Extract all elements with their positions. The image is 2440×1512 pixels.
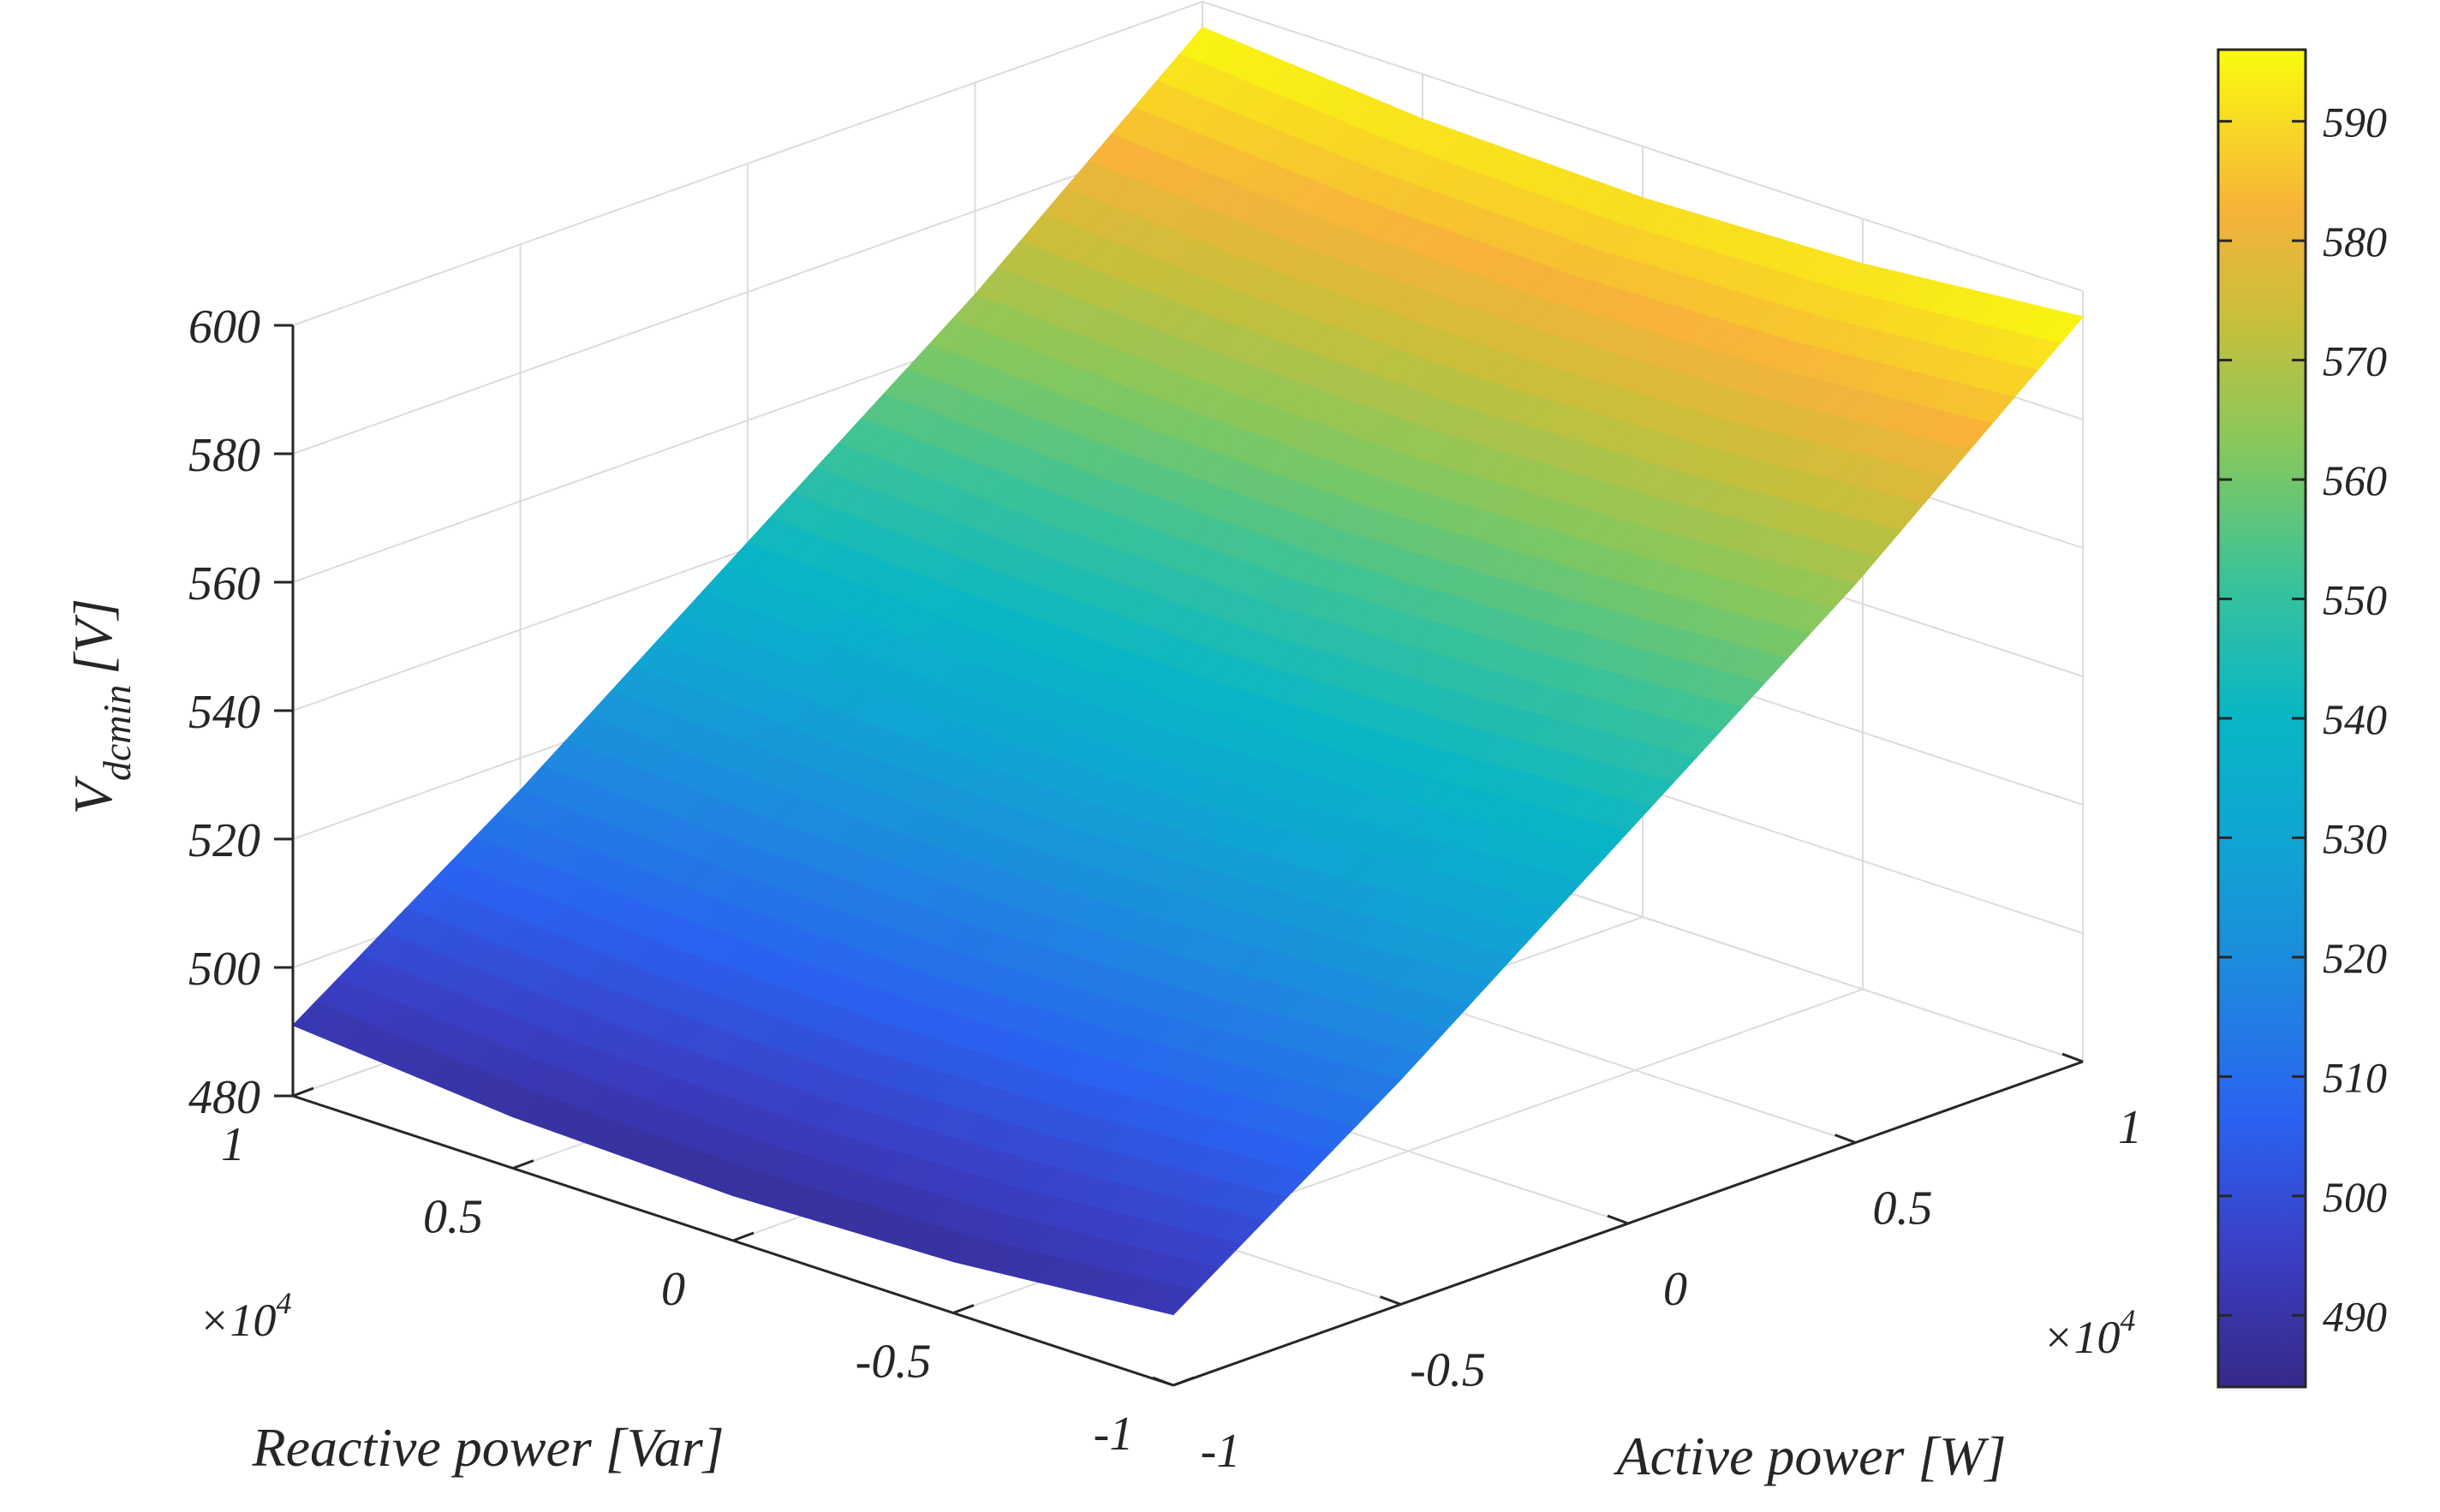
y-tick-mark [732,1231,755,1242]
y-tick-mark [952,1304,975,1314]
z-axis-label: Vdcmin[V] [63,598,139,814]
colorbar-tick-label: 590 [2323,98,2387,146]
y-tick-mark [1172,1376,1195,1387]
colorbar-tick-label: 570 [2323,337,2387,385]
y-axis-label: Reactive power [Var] [252,1417,725,1478]
y-tick-label: 0.5 [423,1191,483,1244]
z-tick-label: 560 [188,557,260,610]
x-tick-label: -1 [1201,1425,1241,1478]
x-axis-exponent: ×104 [2043,1303,2135,1363]
colorbar-gradient [2216,48,2307,1389]
surface-patch [1150,1285,1197,1316]
x-tick-mark [1607,1214,1629,1225]
colorbar-tick-label: 560 [2323,456,2387,504]
colorbar-tick-label: 540 [2323,695,2387,743]
y-tick-mark [512,1159,534,1170]
x-tick-mark [1152,1376,1174,1387]
colorbar-tick-label: 530 [2323,814,2387,862]
axes: 480 500 520 540 560 580 600 -1 -0.5 0 0.5 1 -1 -0.5 0 0… [188,301,2142,1478]
surface-mesh [291,27,2085,1316]
colorbar-tick-label: 500 [2323,1173,2387,1221]
y-tick-mark [292,1086,314,1098]
colorbar-tick-label: 550 [2323,576,2387,624]
z-tick-label: 540 [188,686,260,739]
x-tick-mark [2061,1052,2084,1063]
x-tick-mark [1379,1295,1402,1306]
x-tick-label: -0.5 [1410,1344,1486,1397]
colorbar-tick-label: 490 [2323,1292,2387,1340]
colorbar: 490 500 510 520 530 540 550 560 570 580 590 [2216,48,2387,1389]
y-tick-label: 0 [661,1263,685,1316]
y-tick-label: -1 [1094,1408,1134,1461]
axis-labels: Active power [W] Reactive power [Var] Vd… [63,598,2135,1486]
y-tick-label: -0.5 [856,1336,932,1389]
y-tick-label: 1 [221,1118,245,1171]
x-tick-label: 0 [1663,1263,1687,1316]
z-tick-label: 500 [188,943,260,996]
x-tick-label: 0.5 [1873,1182,1933,1235]
x-axis-label: Active power [W] [1614,1426,2007,1486]
z-tick-label: 480 [188,1071,260,1124]
x-tick-label: 1 [2118,1101,2142,1154]
colorbar-tick-label: 510 [2323,1053,2387,1101]
z-tick-label: 600 [188,301,260,354]
x-tick-mark [1834,1134,1857,1144]
y-axis-exponent: ×104 [199,1286,291,1346]
z-tick-label: 580 [188,429,260,482]
z-tick-label: 520 [188,814,260,867]
colorbar-tick-label: 520 [2323,934,2387,982]
colorbar-tick-label: 580 [2323,217,2387,265]
